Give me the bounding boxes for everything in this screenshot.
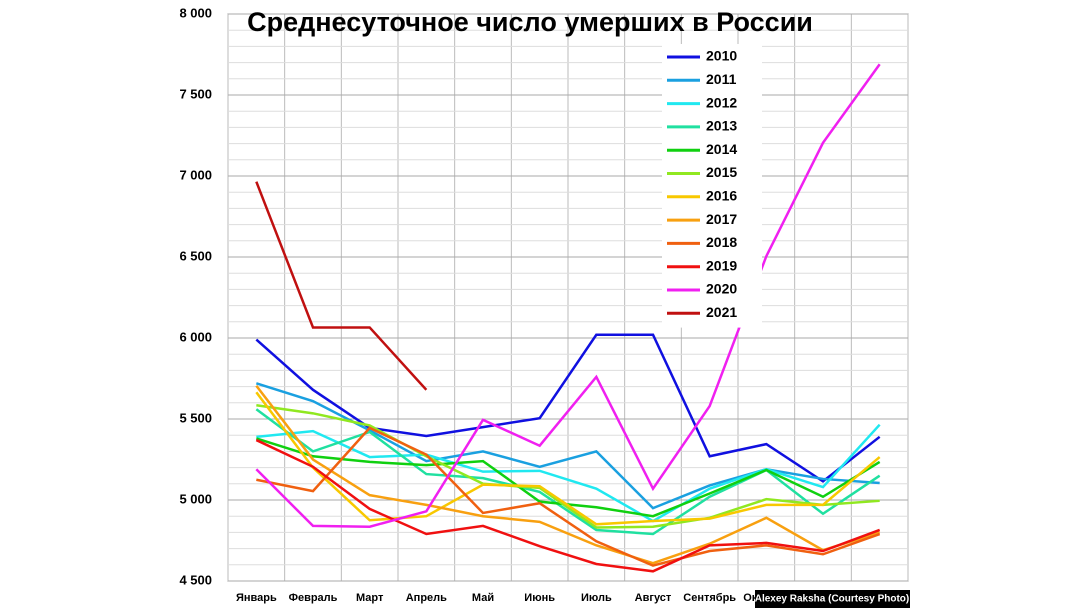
x-tick-label: Май xyxy=(472,592,494,604)
credit: Alexey Raksha (Courtesy Photo) xyxy=(755,594,910,605)
y-tick-label: 7 500 xyxy=(179,86,212,101)
legend-label: 2020 xyxy=(706,281,737,297)
y-tick-label: 6 000 xyxy=(179,329,212,344)
series-line xyxy=(255,438,881,573)
series-line xyxy=(255,333,881,483)
legend-label: 2012 xyxy=(706,94,737,110)
y-tick-label: 6 500 xyxy=(179,248,212,263)
x-tick-label: Июнь xyxy=(524,592,555,604)
legend-label: 2019 xyxy=(706,257,737,273)
legend-label: 2010 xyxy=(706,48,737,64)
legend-box xyxy=(662,44,762,328)
legend-label: 2021 xyxy=(706,304,737,320)
series-line xyxy=(255,63,881,528)
x-tick-label: Февраль xyxy=(289,592,338,604)
series-line xyxy=(256,426,881,567)
x-tick-label: Август xyxy=(635,592,672,604)
y-tick-label: 5 500 xyxy=(179,410,212,425)
series-line xyxy=(255,181,428,391)
y-tick-label: 8 000 xyxy=(179,5,212,20)
series-line xyxy=(255,408,881,536)
series-line xyxy=(256,423,881,523)
y-tick-label: 7 000 xyxy=(179,167,212,182)
credit-box xyxy=(755,590,910,608)
legend-label: 2016 xyxy=(706,188,737,204)
legend-label: 2013 xyxy=(706,118,737,134)
series-line xyxy=(255,385,881,565)
legend-label: 2015 xyxy=(706,164,737,180)
legend-label: 2014 xyxy=(706,141,737,157)
y-tick-label: 4 500 xyxy=(179,572,212,587)
series-line xyxy=(256,403,880,529)
x-tick-label: Апрель xyxy=(406,592,447,604)
chart-title: Среднесуточное число умерших в России xyxy=(247,7,813,37)
x-tick-label: Сентябрь xyxy=(683,592,736,604)
x-tick-label: Июль xyxy=(581,592,612,604)
x-tick-label: Январь xyxy=(236,592,277,604)
legend-label: 2017 xyxy=(706,211,737,227)
series-line xyxy=(255,382,880,510)
series-line xyxy=(255,391,881,526)
x-tick-label: Март xyxy=(356,592,384,604)
y-tick-label: 5 000 xyxy=(179,491,212,506)
legend-label: 2018 xyxy=(706,234,737,250)
legend-label: 2011 xyxy=(706,71,737,87)
